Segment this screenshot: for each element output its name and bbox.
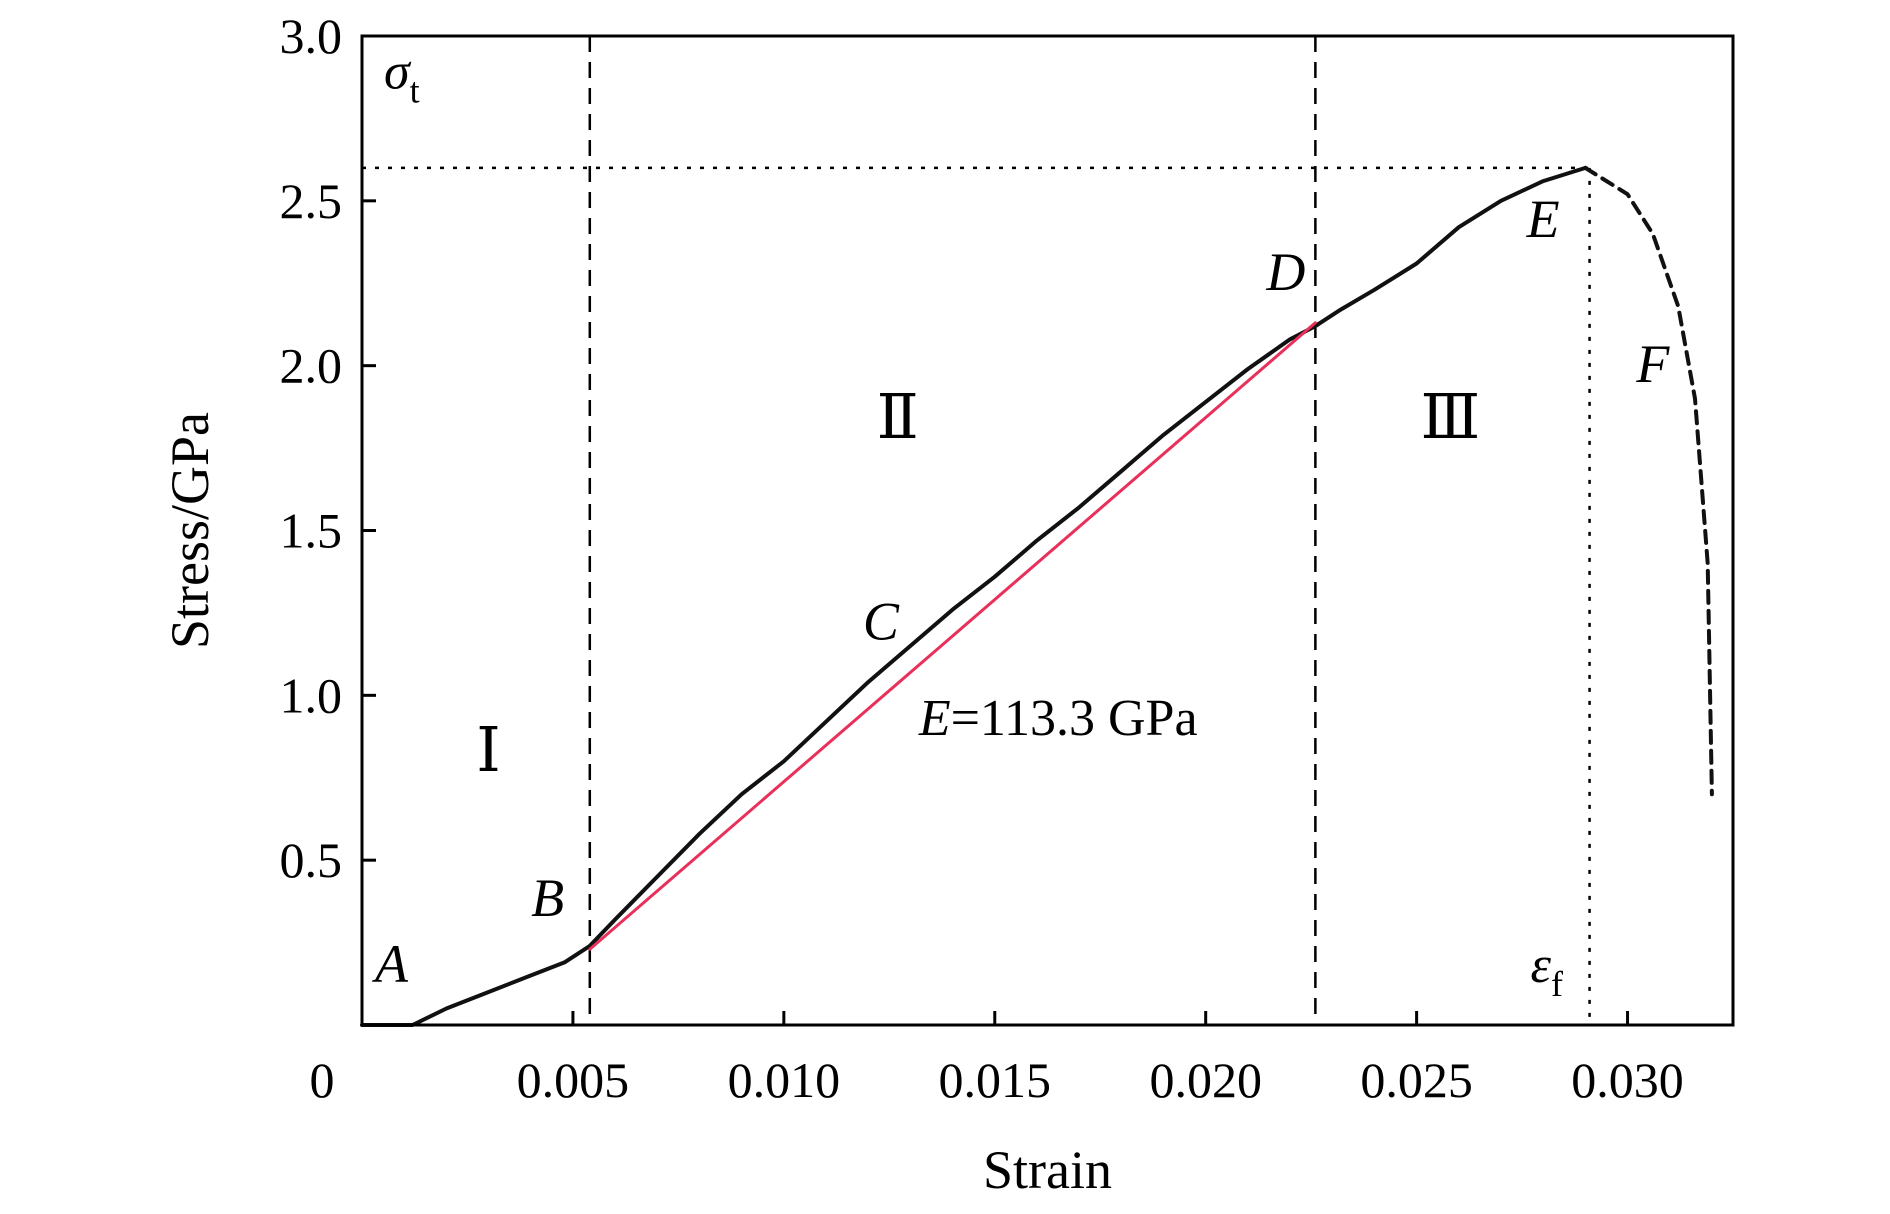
series-line-fracture [1583, 165, 1714, 797]
epsilon-symbol: ε [1531, 937, 1552, 994]
y-tick-label: 3.0 [280, 8, 343, 64]
reference-lines [362, 36, 1591, 1025]
modulus-symbol: E [918, 690, 951, 747]
region-label-1: Ⅰ [476, 717, 501, 785]
region-label-2: Ⅱ [877, 384, 919, 452]
point-label-d: D [1265, 242, 1305, 302]
fracture-strain-symbol: εf [1531, 937, 1564, 1004]
point-label-b: B [531, 868, 564, 928]
series-line-linear-fit [588, 321, 1317, 951]
chart-labels: A B C D E F Ⅰ Ⅱ Ⅲ [372, 189, 1670, 994]
x-tick-label: 0 [310, 1052, 335, 1108]
x-tick-label: 0.015 [939, 1052, 1052, 1108]
y-tick-label: 1.0 [280, 667, 343, 723]
x-tick-label: 0.005 [517, 1052, 630, 1108]
y-tick-label: 1.5 [280, 503, 343, 559]
modulus-value: =113.3 GPa [951, 690, 1198, 747]
point-label-c: C [863, 591, 900, 651]
axis-ticks: 0 0.005 0.010 0.015 0.020 0.025 0.030 0.5 1.0 1.5… [280, 8, 1684, 1108]
x-tick-label: 0.010 [728, 1052, 841, 1108]
x-axis-title: Strain [983, 1140, 1112, 1200]
sigma-symbol: σ [384, 44, 412, 101]
point-label-f: F [1635, 334, 1670, 394]
epsilon-subscript: f [1551, 964, 1563, 1004]
data-series [360, 165, 1714, 1027]
x-tick-label: 0.025 [1360, 1052, 1473, 1108]
y-tick-label: 2.5 [280, 173, 343, 229]
x-tick-label: 0.030 [1571, 1052, 1684, 1108]
modulus-annotation: E=113.3 GPa [918, 690, 1198, 747]
sigma-subscript: t [410, 71, 420, 111]
tensile-strength-symbol: σt [384, 44, 420, 111]
point-label-a: A [372, 934, 409, 994]
y-axis-title: Stress/GPa [160, 412, 220, 649]
region-label-3: Ⅲ [1420, 384, 1480, 452]
y-tick-label: 0.5 [280, 832, 343, 888]
x-tick-label: 0.020 [1149, 1052, 1262, 1108]
point-label-e: E [1526, 189, 1560, 249]
series-line-measured [360, 165, 1588, 1027]
y-tick-label: 2.0 [280, 338, 343, 394]
